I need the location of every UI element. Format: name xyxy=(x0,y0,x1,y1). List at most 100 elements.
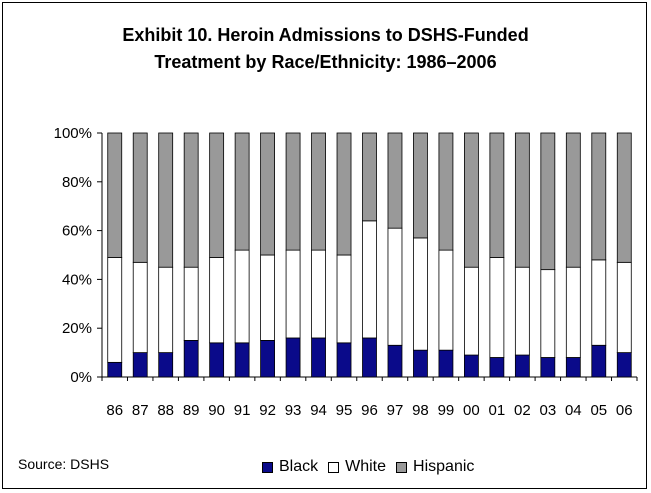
legend-swatch xyxy=(262,461,273,473)
bar-black xyxy=(234,342,250,378)
bar-hispanic xyxy=(132,132,148,263)
bar-hispanic xyxy=(489,132,505,258)
legend-label: Black xyxy=(279,458,319,475)
bar-hispanic xyxy=(209,132,225,258)
x-tick-label: 05 xyxy=(590,402,607,419)
x-tick-label: 95 xyxy=(336,402,353,419)
bar-black xyxy=(387,344,403,378)
bar-white xyxy=(438,249,454,351)
x-tick-label: 93 xyxy=(285,402,302,419)
bar-hispanic xyxy=(565,132,581,268)
bar-black xyxy=(540,357,556,378)
bar-white xyxy=(413,237,428,351)
bar-hispanic xyxy=(285,132,301,251)
x-tick-label: 02 xyxy=(514,402,531,419)
legend-label: White xyxy=(345,458,387,475)
bar-white xyxy=(489,257,505,358)
bar-black xyxy=(413,349,428,378)
bar-white xyxy=(209,257,225,344)
y-tick-label: 80% xyxy=(62,174,92,191)
bar-black xyxy=(616,352,632,378)
x-tick-label: 98 xyxy=(412,402,429,419)
bar-white xyxy=(183,266,199,341)
source-note: Source: DSHS xyxy=(18,456,110,472)
bar-black xyxy=(158,352,174,378)
x-tick-label: 94 xyxy=(310,402,327,419)
bar-hispanic xyxy=(413,132,428,239)
bar-white xyxy=(132,261,148,354)
bar-white xyxy=(514,266,530,356)
x-tick-label: 90 xyxy=(208,402,225,419)
legend-item-black: Black xyxy=(262,458,318,476)
y-tick-label: 60% xyxy=(62,223,92,240)
bar-white xyxy=(464,266,479,356)
bar-black xyxy=(489,357,505,378)
x-tick-label: 89 xyxy=(183,402,200,419)
bar-hispanic xyxy=(234,132,250,251)
bar-hispanic xyxy=(107,132,123,258)
chart-legend: Black White Hispanic xyxy=(262,458,484,476)
legend-swatch xyxy=(396,461,408,473)
x-tick-label: 00 xyxy=(463,402,480,419)
bar-white xyxy=(362,220,377,339)
bar-black xyxy=(285,337,301,378)
bar-white xyxy=(234,249,250,344)
bar-white xyxy=(107,257,123,363)
bar-hispanic xyxy=(311,132,326,251)
legend-swatch xyxy=(328,461,340,473)
bar-white xyxy=(591,259,607,346)
y-tick-label: 40% xyxy=(62,271,92,288)
bar-hispanic xyxy=(540,132,556,271)
bar-white xyxy=(260,254,275,341)
bar-white xyxy=(311,249,326,339)
bar-white xyxy=(616,261,632,354)
legend-item-hispanic: Hispanic xyxy=(396,458,474,476)
bar-hispanic xyxy=(336,132,352,256)
x-tick-label: 92 xyxy=(259,402,276,419)
bar-hispanic xyxy=(514,132,530,268)
legend-label: Hispanic xyxy=(413,458,475,475)
bar-black xyxy=(209,342,225,378)
y-tick-label: 20% xyxy=(62,320,92,337)
bar-black xyxy=(565,357,581,378)
bar-black xyxy=(464,354,479,378)
bar-black xyxy=(591,344,607,378)
bar-hispanic xyxy=(362,132,377,222)
x-tick-label: 97 xyxy=(387,402,404,419)
bar-black xyxy=(107,361,123,378)
bar-hispanic xyxy=(438,132,454,251)
x-tick-label: 06 xyxy=(616,402,633,419)
bar-white xyxy=(336,254,352,344)
x-tick-label: 88 xyxy=(157,402,174,419)
x-tick-label: 99 xyxy=(438,402,455,419)
x-tick-label: 04 xyxy=(565,402,582,419)
x-tick-label: 03 xyxy=(539,402,556,419)
x-tick-label: 87 xyxy=(132,402,149,419)
x-tick-label: 96 xyxy=(361,402,378,419)
bar-black xyxy=(183,339,199,378)
chart-title-line-1: Exhibit 10. Heroin Admissions to DSHS-Fu… xyxy=(122,25,529,45)
bar-black xyxy=(438,349,454,378)
x-tick-label: 86 xyxy=(106,402,123,419)
chart-title: Exhibit 10. Heroin Admissions to DSHS-Fu… xyxy=(0,22,651,76)
bar-hispanic xyxy=(183,132,199,268)
x-tick-label: 01 xyxy=(489,402,506,419)
y-tick-label: 100% xyxy=(54,125,92,142)
bar-hispanic xyxy=(387,132,403,229)
bar-hispanic xyxy=(158,132,174,268)
bar-white xyxy=(387,227,403,346)
bar-black xyxy=(260,339,275,378)
bar-hispanic xyxy=(616,132,632,263)
chart-title-line-2: Treatment by Race/Ethnicity: 1986–2006 xyxy=(154,52,497,72)
bar-black xyxy=(514,354,530,378)
bar-white xyxy=(565,266,581,358)
legend-item-white: White xyxy=(328,458,386,476)
bar-hispanic xyxy=(591,132,607,261)
bar-white xyxy=(158,266,174,354)
bar-black xyxy=(362,337,377,378)
bar-hispanic xyxy=(464,132,479,268)
bar-white xyxy=(285,249,301,339)
bar-hispanic xyxy=(260,132,275,256)
bar-black xyxy=(132,352,148,378)
